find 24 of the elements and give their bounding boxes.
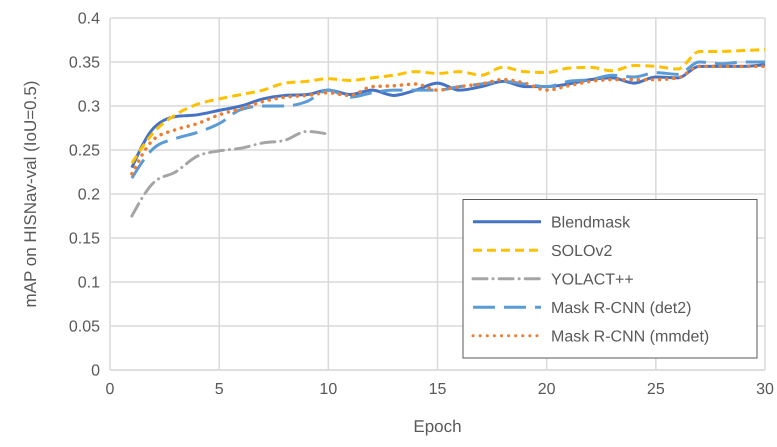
y-tick-label: 0.4 (78, 10, 100, 28)
y-tick-label: 0 (91, 362, 100, 380)
y-tick-label: 0.35 (68, 54, 100, 72)
x-tick-label: 25 (646, 381, 665, 398)
y-tick-label: 0.3 (78, 98, 100, 116)
y-tick-label: 0.05 (68, 318, 100, 336)
x-axis-title: Epoch (413, 417, 462, 436)
legend-label: Mask R-CNN (mmdet) (551, 328, 710, 346)
x-tick-label: 0 (106, 381, 115, 398)
y-tick-label: 0.2 (78, 186, 100, 204)
x-tick-label: 20 (538, 381, 556, 398)
x-tick-label: 5 (214, 381, 224, 398)
x-tick-label: 10 (319, 381, 338, 398)
legend-label: Mask R-CNN (det2) (551, 300, 692, 317)
x-tick-label: 15 (428, 381, 446, 398)
y-tick-label: 0.1 (78, 274, 100, 292)
y-axis-title: mAP on HISNav-val (IoU=0.5) (21, 80, 40, 308)
legend-label: Blendmask (551, 214, 632, 232)
x-tick-label: 30 (756, 381, 774, 398)
legend-label: SOLOv2 (551, 242, 612, 260)
y-tick-label: 0.15 (68, 230, 100, 248)
legend-label: YOLACT++ (551, 271, 634, 288)
y-tick-label: 0.25 (68, 142, 100, 160)
line-series (130, 48, 766, 165)
